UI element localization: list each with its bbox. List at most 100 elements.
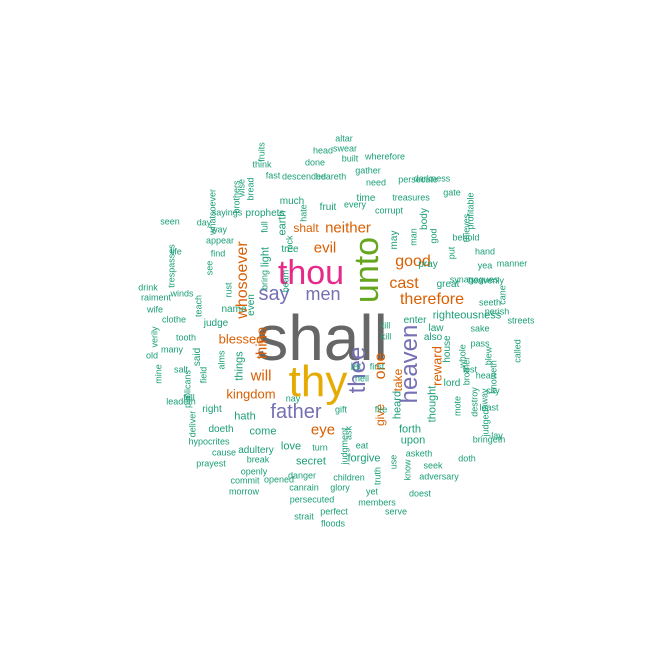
word-field: field — [198, 366, 209, 384]
word-truth: truth — [372, 466, 383, 486]
word-judge: judge — [203, 318, 229, 329]
word-body: body — [419, 208, 430, 230]
word-pass: pass — [470, 338, 490, 349]
word-canrain: canrain — [289, 482, 319, 493]
word-yet: yet — [365, 486, 379, 497]
word-children: children — [333, 472, 365, 483]
word-wherefore: wherefore — [364, 151, 406, 162]
word-teach: teach — [193, 294, 204, 318]
word-first: first — [369, 361, 385, 372]
word-take: take — [391, 368, 405, 392]
word-adversary: adversary — [419, 471, 459, 482]
word-prayest: prayest — [196, 458, 226, 469]
word-sake: sake — [470, 323, 490, 334]
word-members: members — [358, 497, 396, 508]
word-wife: wife — [146, 304, 164, 315]
word-till: till — [381, 320, 391, 331]
word-behold: behold — [452, 232, 480, 243]
word-brother: brother — [461, 356, 472, 386]
word-heard: heard — [391, 390, 404, 420]
word-floods: floods — [320, 518, 346, 529]
word-will: will — [250, 367, 272, 385]
word-seen: seen — [160, 216, 180, 227]
word-darkness: darkness — [413, 173, 451, 184]
word-thy: thy — [288, 357, 348, 406]
word-adultery: adultery — [238, 445, 274, 456]
word-seeth: seeth — [478, 297, 502, 308]
word-gather: gather — [355, 165, 381, 176]
word-see: see — [204, 260, 215, 276]
word-turn: turn — [312, 442, 328, 453]
word-father: father — [270, 401, 322, 423]
word-drink: drink — [138, 282, 158, 293]
word-eye: eye — [310, 421, 336, 439]
word-men: men — [305, 284, 341, 304]
word-think: think — [252, 159, 272, 170]
word-destroy: destroy — [469, 387, 480, 417]
word-may: may — [389, 230, 400, 250]
word-shall: shall — [256, 302, 388, 374]
word-thou: thou — [277, 254, 345, 292]
word-many: many — [160, 344, 184, 355]
word-streets: streets — [507, 315, 535, 326]
word-right: right — [202, 404, 222, 415]
word-evil: evil — [313, 239, 337, 257]
word-need: need — [365, 177, 387, 188]
word-old: old — [145, 350, 159, 361]
word-hand: hand — [474, 246, 496, 257]
word-unto: unto — [348, 236, 386, 304]
word-law: law — [428, 323, 444, 334]
word-bring: bring — [259, 269, 270, 291]
word-fruit: fruit — [319, 202, 337, 213]
word-alms: alms — [216, 350, 227, 370]
word-upon: upon — [400, 434, 426, 447]
word-man: man — [408, 228, 419, 246]
word-strait: strait — [294, 511, 314, 522]
word-hell: hell — [354, 373, 370, 384]
word-treasures: treasures — [392, 192, 430, 203]
word-good: good — [395, 253, 431, 270]
word-come: come — [249, 425, 277, 438]
word-doeth: doeth — [208, 424, 234, 435]
word-publicans: publicans — [182, 369, 193, 409]
word-fire: fire — [374, 404, 388, 415]
word-gate: gate — [443, 187, 461, 198]
word-altar: altar — [335, 133, 353, 144]
word-put: put — [446, 246, 457, 260]
word-forth: forth — [398, 423, 422, 436]
word-doth: doth — [458, 453, 476, 464]
word-full: full — [259, 221, 270, 233]
word-judgment: judgment — [339, 427, 350, 465]
word-righteousness: righteousness — [432, 309, 502, 322]
word-much: much — [279, 196, 305, 207]
word-clothe: clothe — [161, 314, 187, 325]
word-rock: rock — [284, 235, 295, 253]
word-persecute: persecute — [398, 174, 438, 185]
word-hate: hate — [298, 204, 309, 222]
word-appear: appear — [205, 235, 235, 246]
word-lest: lest — [462, 364, 478, 375]
word-nay: nay — [285, 393, 301, 404]
word-profitable: profitable — [465, 192, 476, 230]
word-fell: fell — [183, 392, 195, 403]
word-love: love — [280, 440, 302, 453]
word-persecuted: persecuted — [289, 494, 335, 505]
word-hath: hath — [234, 410, 256, 423]
word-heart: heart — [475, 370, 497, 381]
word-blessed: blessed — [218, 331, 264, 347]
word-city: city — [486, 385, 500, 396]
word-name: name — [221, 304, 247, 315]
word-thought: thought — [426, 385, 439, 423]
word-bread: bread — [245, 177, 256, 201]
word-seek: seek — [423, 460, 443, 471]
word-asketh: asketh — [405, 448, 433, 459]
word-perish: perish — [484, 306, 510, 317]
word-shalt: shalt — [293, 221, 319, 235]
word-rust: rust — [223, 282, 234, 298]
word-lay: lay — [491, 430, 503, 441]
word-done: done — [304, 157, 326, 168]
word-let: let — [350, 362, 362, 373]
word-doest: doest — [408, 488, 432, 499]
word-leadeth: leadeth — [166, 396, 196, 407]
